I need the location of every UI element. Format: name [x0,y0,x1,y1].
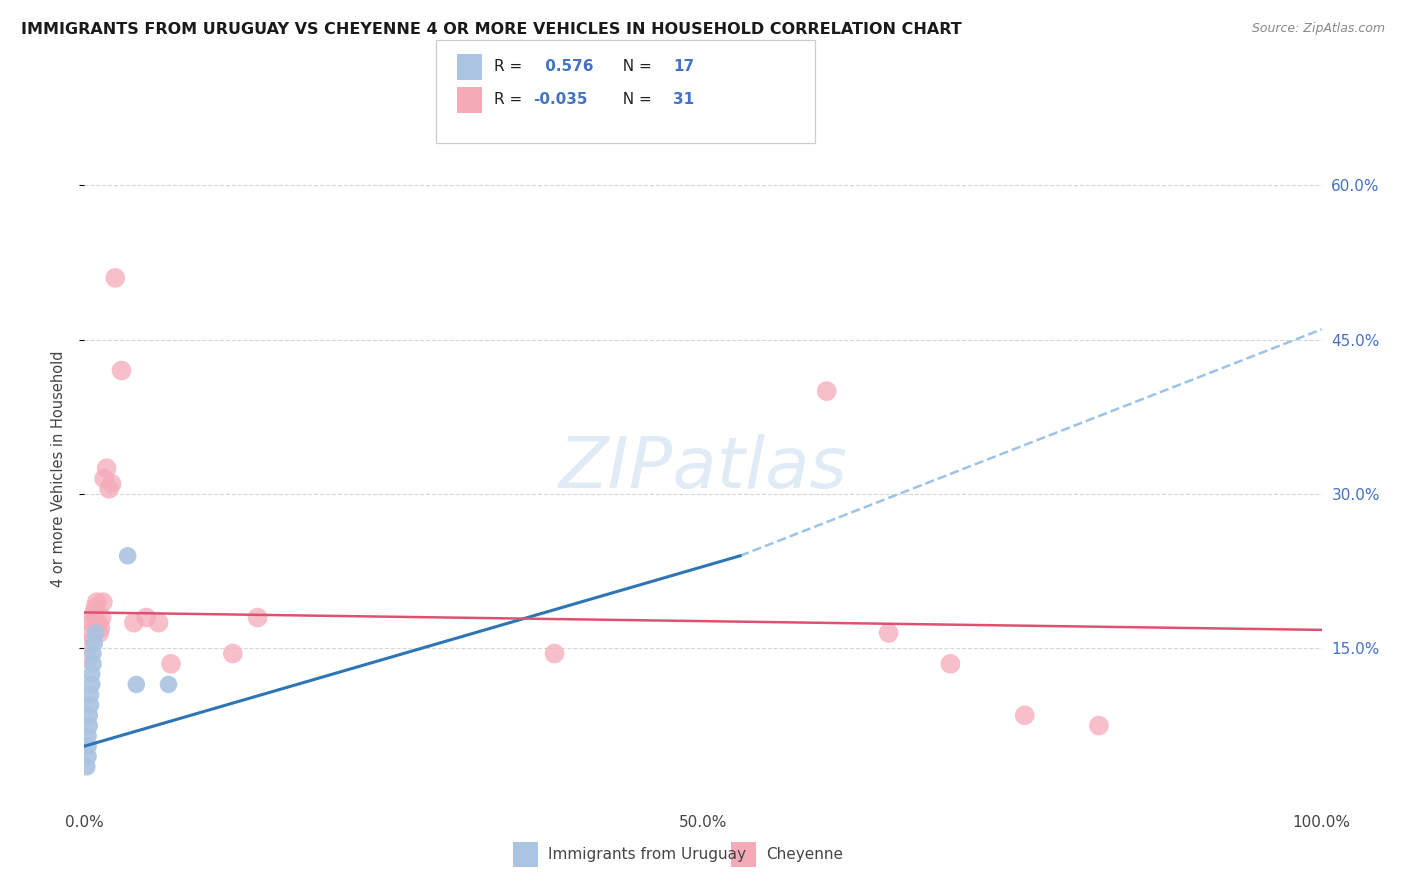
Point [1088,718,1111,732]
Point [90,610,112,624]
Point [1014,708,1036,723]
Point [815,384,838,398]
Point [79,688,101,702]
Point [135,610,157,624]
Text: Cheyenne: Cheyenne [766,847,844,862]
Point [84,600,107,615]
Point [89,621,111,635]
Point [87,615,110,630]
Point [117,549,139,563]
Text: R =: R = [494,93,527,107]
Point [76,760,98,774]
Text: N =: N = [613,93,657,107]
Point [122,615,145,630]
Text: 17: 17 [673,60,695,74]
Point [79,636,101,650]
Point [82,647,104,661]
Point [543,647,565,661]
Point [83,606,105,620]
Text: 31: 31 [673,93,695,107]
Point [82,610,104,624]
Point [100,476,122,491]
Point [104,271,127,285]
Point [80,677,103,691]
Point [77,729,100,743]
Point [125,677,148,691]
Point [80,615,103,630]
Point [79,718,101,732]
Point [77,739,100,754]
Point [98,482,121,496]
Point [939,657,962,671]
Text: Source: ZipAtlas.com: Source: ZipAtlas.com [1251,22,1385,36]
Point [84,626,107,640]
Point [148,615,170,630]
Point [79,626,101,640]
Point [91,595,114,609]
Text: ZIPatlas: ZIPatlas [558,434,848,503]
Text: 0.576: 0.576 [540,60,593,74]
Point [222,647,245,661]
Text: IMMIGRANTS FROM URUGUAY VS CHEYENNE 4 OR MORE VEHICLES IN HOUSEHOLD CORRELATION : IMMIGRANTS FROM URUGUAY VS CHEYENNE 4 OR… [21,22,962,37]
Point [96,461,118,475]
Y-axis label: 4 or more Vehicles in Household: 4 or more Vehicles in Household [51,350,66,587]
Point [877,626,900,640]
Point [77,651,100,665]
Point [77,749,100,764]
Point [246,610,269,624]
Text: Immigrants from Uruguay: Immigrants from Uruguay [548,847,747,862]
Point [89,626,111,640]
Point [157,677,180,691]
Point [160,657,183,671]
Point [79,698,101,712]
Point [83,636,105,650]
Text: R =: R = [494,60,527,74]
Point [110,363,132,377]
Point [93,472,115,486]
Point [86,595,108,609]
Text: N =: N = [613,60,657,74]
Point [80,667,103,681]
Point [79,708,101,723]
Text: -0.035: -0.035 [533,93,588,107]
Point [82,657,104,671]
